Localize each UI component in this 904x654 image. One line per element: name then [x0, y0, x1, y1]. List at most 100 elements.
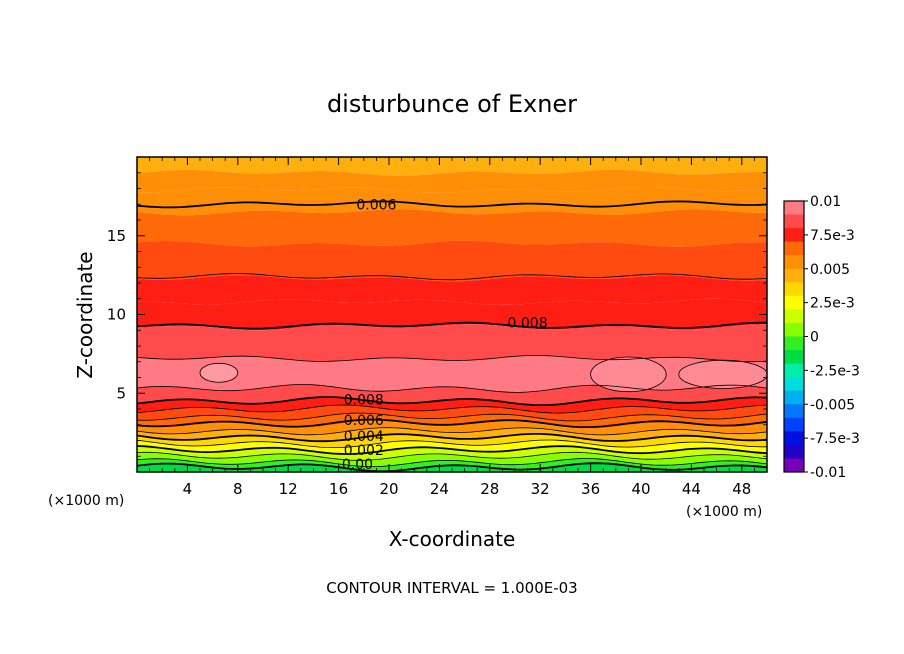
contour-line-4: [137, 384, 767, 393]
x-right-unit-label: (×1000 m): [686, 504, 762, 520]
contour-band-4: [137, 240, 767, 282]
plot-area: [137, 157, 767, 472]
contour-band-10: [137, 397, 767, 414]
colorbar-label-4: 0: [810, 330, 819, 346]
colorbar-label-6: -0.005: [810, 397, 855, 413]
y-tick-label-0: 5: [116, 384, 126, 402]
contour-label-4: 0.004: [344, 429, 384, 445]
colorbar-swatch-14: [784, 390, 804, 405]
contour-line-5: [137, 396, 767, 407]
contour-band-11: [137, 405, 767, 421]
contour-label-5: 0.002: [344, 443, 384, 459]
x-tick-label-0: 4: [183, 480, 193, 498]
contour-line-6: [137, 404, 767, 414]
colorbar-swatch-17: [784, 431, 804, 446]
colorbar-label-3: 2.5e-3: [810, 296, 855, 312]
x-left-unit-label: (×1000 m): [48, 493, 124, 509]
contour-label-text: 0.00: [342, 457, 373, 473]
y-axis: 5 10 15: [107, 172, 767, 457]
y-tick-label-2: 15: [107, 227, 126, 245]
colorbar-swatch-16: [784, 417, 804, 432]
x-tick-label-2: 12: [279, 480, 298, 498]
x-tick-label-5: 24: [430, 480, 449, 498]
contour-band-0: [137, 157, 767, 176]
x-tick-label-7: 32: [531, 480, 550, 498]
colorbar-swatch-4: [784, 255, 804, 270]
colorbar-label-0: 0.01: [810, 194, 841, 210]
colorbar-swatch-9: [784, 322, 804, 337]
colorbar-swatch-2: [784, 228, 804, 243]
x-tick-label-11: 48: [732, 480, 751, 498]
contour-line-11: [137, 439, 767, 448]
contour-band-1: [137, 169, 767, 193]
contour-label-text: 0.006: [356, 197, 396, 213]
contour-label-text: 0.002: [344, 443, 384, 459]
colorbar-swatch-0: [784, 201, 804, 216]
colorbar-swatch-10: [784, 336, 804, 351]
colorbar-swatch-5: [784, 268, 804, 283]
contour-label-text: 0.008: [508, 315, 548, 331]
contour-line-15: [137, 462, 767, 472]
contour-band-7: [137, 324, 767, 362]
high-cell-1: [590, 356, 667, 393]
colorbar-swatch-15: [784, 404, 804, 419]
contour-label-2: 0.008: [344, 393, 384, 409]
contour-band-18: [137, 452, 767, 467]
colorbar-swatch-12: [784, 363, 804, 378]
contour-label-6: 0.00: [342, 457, 373, 473]
x-tick-label-3: 16: [329, 480, 348, 498]
contour-label-3: 0.006: [344, 413, 384, 429]
contour-line-0: [137, 200, 767, 209]
colorbar-label-7: -7.5e-3: [810, 431, 860, 447]
colorbar-label-1: 7.5e-3: [810, 228, 855, 244]
contour-band-14: [137, 427, 767, 442]
contour-interval-note: CONTOUR INTERVAL = 1.000E-03: [326, 579, 577, 597]
contour-band-5: [137, 275, 767, 305]
x-axis-label: X-coordinate: [389, 527, 516, 551]
high-cell-2: [678, 359, 767, 389]
colorbar-swatch-19: [784, 458, 804, 473]
y-tick-label-1: 10: [107, 306, 126, 324]
colorbar-swatch-18: [784, 444, 804, 459]
contour-line-13: [137, 451, 767, 461]
colorbar-swatch-11: [784, 350, 804, 365]
contour-line-10: [137, 433, 767, 443]
contour-line-9: [137, 427, 767, 436]
contour-line-3: [137, 355, 767, 363]
contour-label-1: 0.008: [508, 315, 548, 331]
colorbar-swatch-6: [784, 282, 804, 297]
contour-label-text: 0.008: [344, 393, 384, 409]
x-tick-label-4: 20: [379, 480, 398, 498]
y-axis-label: Z-coordinate: [73, 251, 97, 378]
colorbar-swatch-13: [784, 377, 804, 392]
contour-line-7: [137, 412, 767, 422]
high-cell-layer: [199, 356, 767, 393]
contour-line-14: [137, 458, 767, 467]
colorbar-swatch-8: [784, 309, 804, 324]
colorbar-swatch-1: [784, 214, 804, 229]
contour-line-1: [137, 273, 767, 281]
contour-band-13: [137, 421, 767, 435]
colorbar-swatch-3: [784, 241, 804, 256]
high-cell-0: [199, 362, 239, 383]
contour-fill-layer: [137, 157, 767, 472]
contour-band-6: [137, 298, 767, 331]
contour-line-8: [137, 418, 767, 428]
contour-band-3: [137, 209, 767, 247]
contour-label-text: 0.006: [344, 413, 384, 429]
contour-band-2: [137, 187, 767, 216]
contour-label-0: 0.006: [356, 197, 396, 213]
contour-label-text: 0.004: [344, 429, 384, 445]
colorbar-label-8: -0.01: [810, 465, 846, 481]
colorbar-swatch-7: [784, 295, 804, 310]
colorbar: 0.01 7.5e-3 0.005 2.5e-3 0 -2.5e-3 -0.005 -7.5e…: [783, 194, 860, 481]
chart-title: disturbunce of Exner: [327, 90, 577, 118]
contour-line-2: [137, 321, 767, 330]
x-tick-label-8: 36: [581, 480, 600, 498]
contour-line-layer: [137, 200, 767, 472]
x-axis: 4 8 12 16 20 24 28 32 36 40 44 48: [149, 157, 755, 498]
x-tick-label-6: 28: [480, 480, 499, 498]
colorbar-label-2: 0.005: [810, 262, 850, 278]
x-tick-label-9: 40: [631, 480, 650, 498]
